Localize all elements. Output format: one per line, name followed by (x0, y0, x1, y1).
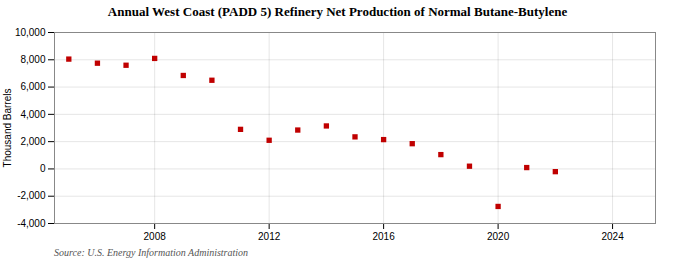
svg-text:2020: 2020 (487, 231, 510, 242)
svg-text:2012: 2012 (258, 231, 281, 242)
svg-text:2024: 2024 (601, 231, 624, 242)
svg-text:2,000: 2,000 (20, 136, 45, 147)
svg-text:-2,000: -2,000 (17, 190, 46, 201)
html-text:Source: U.S. Energy Informatio: Source: U.S. Energy Information Administ… (54, 247, 249, 258)
svg-text:8,000: 8,000 (20, 54, 45, 65)
svg-text:10,000: 10,000 (15, 27, 46, 38)
svg-text:6,000: 6,000 (20, 81, 45, 92)
svg-text:4,000: 4,000 (20, 109, 45, 120)
html-text:Annual West Coast (PADD 5) Ref: Annual West Coast (PADD 5) Refinery Net … (107, 4, 568, 19)
svg-text:Thousand Barrels: Thousand Barrels (2, 89, 13, 168)
svg-text:-4,000: -4,000 (17, 218, 46, 229)
svg-text:2008: 2008 (144, 231, 167, 242)
svg-text:0: 0 (40, 163, 46, 174)
svg-text:2016: 2016 (372, 231, 395, 242)
